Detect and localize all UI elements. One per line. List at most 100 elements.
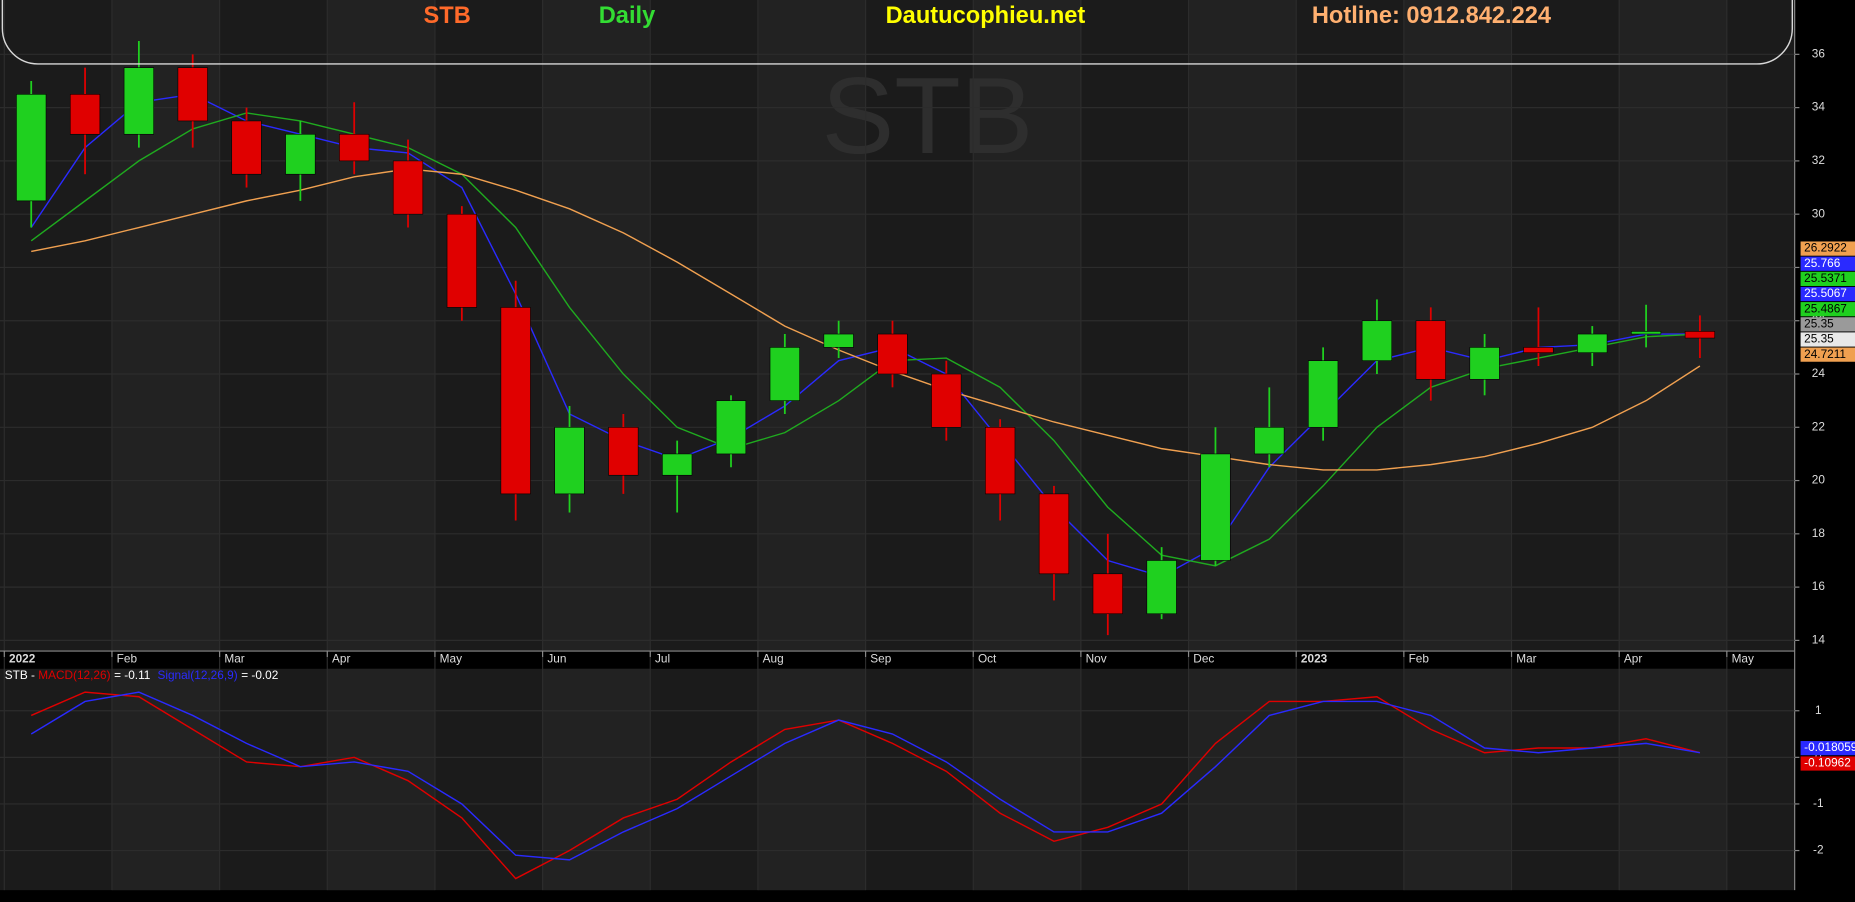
y-tick-label: 16 bbox=[1812, 579, 1826, 593]
candle-body bbox=[177, 67, 208, 122]
last-value-tag bbox=[1800, 302, 1855, 317]
y-tick-label: 34 bbox=[1812, 100, 1826, 114]
y-tick-label: 18 bbox=[1812, 526, 1826, 540]
candle-body bbox=[392, 160, 424, 215]
candle-body bbox=[985, 426, 1016, 495]
legend-signal-value: = -0.02 bbox=[241, 668, 278, 682]
macd-line bbox=[30, 691, 1701, 880]
x-tick-label: Feb bbox=[117, 651, 138, 665]
ma-line bbox=[30, 112, 1700, 567]
x-tick-label: Aug bbox=[763, 651, 784, 665]
candle-body bbox=[715, 400, 747, 455]
header-site: Dautucophieu.net bbox=[886, 3, 1086, 29]
x-tick-label: Mar bbox=[1516, 651, 1536, 665]
x-tick-label: Apr bbox=[332, 651, 350, 665]
candle-body bbox=[285, 133, 316, 175]
candle-body bbox=[1361, 320, 1393, 361]
last-value-tag bbox=[1800, 332, 1855, 347]
x-tick-label: Dec bbox=[1193, 651, 1214, 665]
month-band bbox=[1403, 668, 1512, 891]
candle-body bbox=[769, 347, 800, 401]
candle-body bbox=[1523, 347, 1554, 353]
candle-body bbox=[1308, 360, 1339, 428]
x-tick-label: Jul bbox=[655, 651, 670, 665]
legend-prefix: STB - bbox=[5, 668, 39, 682]
candle-body bbox=[123, 67, 154, 135]
y-tick-label: 36 bbox=[1812, 46, 1826, 60]
x-tick-label: Oct bbox=[978, 651, 997, 665]
last-value-label: 26.2922 bbox=[1804, 241, 1847, 255]
candle-body bbox=[877, 333, 908, 375]
candle-body bbox=[446, 213, 477, 308]
candle-body bbox=[1146, 560, 1177, 615]
last-value-tag bbox=[1800, 286, 1855, 302]
y-tick-label: 20 bbox=[1812, 473, 1826, 487]
last-value-label: 25.35 bbox=[1804, 316, 1834, 330]
last-value-label: 24.7211 bbox=[1804, 347, 1846, 361]
y-tick-label: 22 bbox=[1812, 419, 1825, 433]
macd-panel bbox=[0, 668, 1795, 891]
last-value-label: 25.5371 bbox=[1804, 271, 1847, 285]
candle-body bbox=[608, 426, 639, 476]
macd-legend: STB - MACD(12,26) = -0.11 Signal(12,26,9) =… bbox=[5, 668, 279, 682]
x-tick-label: Apr bbox=[1624, 651, 1642, 665]
candle-body bbox=[1254, 426, 1285, 455]
last-value-label: -0.10962 bbox=[1804, 756, 1851, 770]
last-value-tag bbox=[1800, 741, 1855, 756]
candle-body bbox=[1038, 493, 1070, 575]
last-value-tag bbox=[1800, 256, 1855, 271]
month-band bbox=[757, 0, 866, 652]
month-band bbox=[1619, 668, 1727, 891]
x-tick-label: May bbox=[1732, 651, 1754, 665]
legend-signal: Signal(12,26,9) bbox=[157, 668, 237, 682]
y-tick-label: 32 bbox=[1812, 153, 1825, 167]
month-band bbox=[542, 0, 651, 652]
last-value-tag bbox=[1800, 241, 1855, 256]
candle-body bbox=[1630, 331, 1662, 335]
x-tick-label: May bbox=[440, 651, 462, 665]
y-tick-label: 1 bbox=[1815, 703, 1822, 717]
candle-body bbox=[1577, 333, 1608, 353]
month-bands bbox=[111, 0, 1727, 891]
header-period: Daily bbox=[599, 3, 656, 29]
candle-body bbox=[554, 426, 585, 495]
last-value-tag bbox=[1800, 317, 1855, 332]
legend-macd: MACD(12,26) bbox=[38, 668, 110, 682]
x-tick-label: 2023 bbox=[1301, 651, 1328, 665]
x-tick-label: 2022 bbox=[9, 651, 36, 665]
x-tick-label: Sep bbox=[870, 651, 891, 665]
candle-body bbox=[69, 94, 101, 135]
legend-macd-value: = -0.11 bbox=[114, 668, 150, 682]
last-value-label: 25.4867 bbox=[1804, 301, 1847, 315]
watermark: STB bbox=[822, 55, 1034, 177]
header-symbol: STB bbox=[424, 3, 471, 29]
candle-body bbox=[662, 453, 693, 476]
month-band bbox=[327, 668, 435, 891]
month-band bbox=[973, 668, 1081, 891]
last-value-tag bbox=[1800, 756, 1855, 771]
last-value-tag bbox=[1800, 271, 1855, 286]
candle-body bbox=[823, 333, 854, 348]
last-value-label: -0.018059 bbox=[1804, 740, 1855, 754]
y-tick-label: 30 bbox=[1812, 206, 1826, 220]
header-hotline: Hotline: 0912.842.224 bbox=[1312, 3, 1552, 29]
x-tick-label: Nov bbox=[1086, 651, 1107, 665]
candle-body bbox=[1200, 453, 1231, 561]
candle-body bbox=[1469, 347, 1500, 380]
x-tick-label: Jun bbox=[547, 651, 566, 665]
candle-body bbox=[231, 120, 262, 175]
macd-line bbox=[30, 691, 1701, 861]
last-value-label: 25.5067 bbox=[1804, 286, 1847, 300]
y-tick-label: 24 bbox=[1812, 366, 1826, 380]
candle-body bbox=[500, 307, 531, 495]
month-band bbox=[111, 668, 220, 891]
x-tick-label: Feb bbox=[1409, 651, 1430, 665]
candle-body bbox=[1092, 573, 1123, 615]
last-value-tag bbox=[1800, 347, 1855, 362]
month-band bbox=[1619, 0, 1727, 652]
month-band bbox=[757, 668, 866, 891]
header-frame bbox=[1, 0, 1793, 65]
